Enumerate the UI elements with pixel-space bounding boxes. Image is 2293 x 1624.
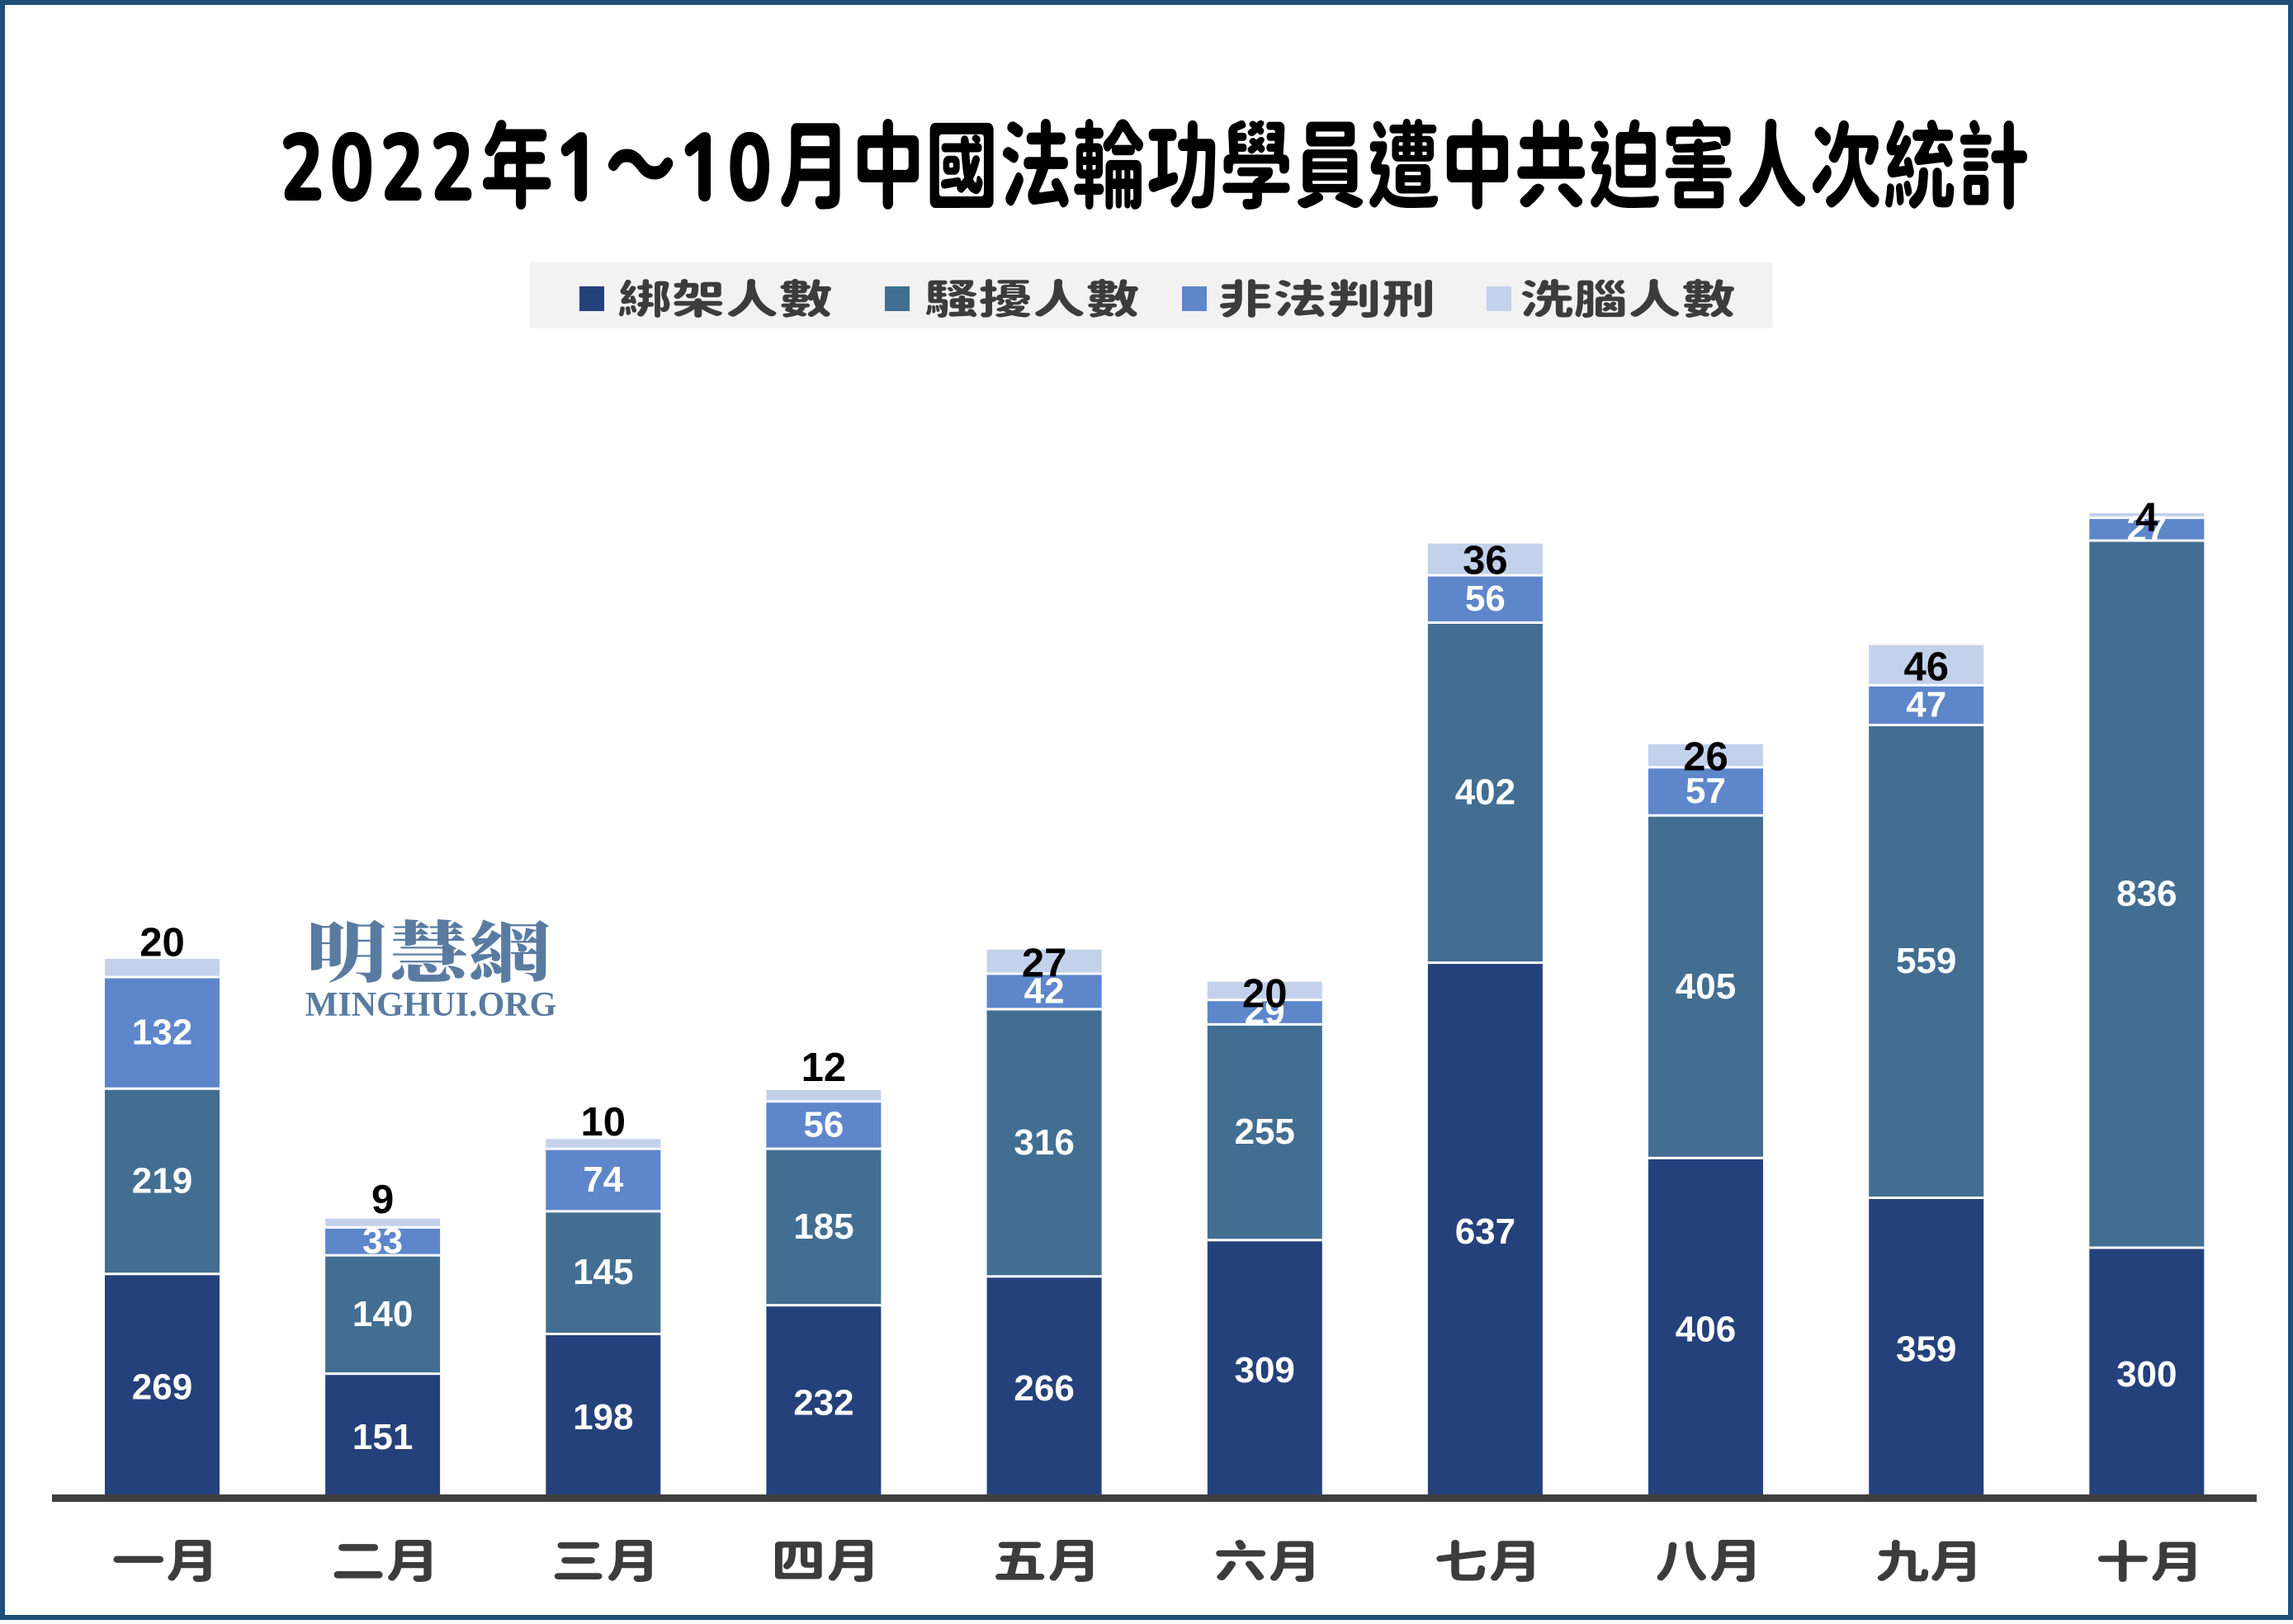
svg-text:406: 406 bbox=[1676, 1309, 1736, 1349]
svg-text:20: 20 bbox=[1242, 972, 1288, 1017]
svg-text:MINGHUI.ORG: MINGHUI.ORG bbox=[305, 986, 557, 1024]
svg-text:57: 57 bbox=[1685, 771, 1726, 811]
svg-text:9: 9 bbox=[371, 1178, 394, 1222]
svg-text:836: 836 bbox=[2116, 874, 2177, 914]
svg-text:33: 33 bbox=[362, 1220, 403, 1261]
svg-text:42: 42 bbox=[1024, 970, 1065, 1011]
svg-text:140: 140 bbox=[352, 1294, 413, 1334]
svg-text:198: 198 bbox=[573, 1397, 633, 1438]
svg-text:74: 74 bbox=[583, 1159, 623, 1200]
svg-text:402: 402 bbox=[1455, 772, 1515, 813]
svg-text:4: 4 bbox=[2135, 496, 2158, 541]
svg-text:26: 26 bbox=[1683, 735, 1728, 780]
svg-text:36: 36 bbox=[1463, 539, 1508, 583]
svg-text:29: 29 bbox=[1245, 992, 1285, 1032]
svg-text:132: 132 bbox=[132, 1013, 192, 1053]
svg-text:12: 12 bbox=[801, 1046, 847, 1090]
svg-text:145: 145 bbox=[573, 1252, 633, 1292]
svg-text:10: 10 bbox=[581, 1100, 626, 1145]
svg-text:219: 219 bbox=[132, 1161, 192, 1201]
svg-text:255: 255 bbox=[1234, 1112, 1294, 1152]
svg-text:359: 359 bbox=[1896, 1329, 1956, 1370]
svg-text:151: 151 bbox=[352, 1417, 413, 1457]
svg-text:269: 269 bbox=[132, 1367, 192, 1408]
svg-text:20: 20 bbox=[139, 921, 185, 965]
svg-text:56: 56 bbox=[803, 1104, 844, 1145]
svg-text:46: 46 bbox=[1903, 645, 1949, 690]
svg-text:309: 309 bbox=[1234, 1350, 1294, 1390]
svg-text:27: 27 bbox=[1022, 942, 1067, 986]
svg-text:300: 300 bbox=[2116, 1354, 2177, 1395]
svg-text:316: 316 bbox=[1014, 1122, 1074, 1163]
svg-text:47: 47 bbox=[1906, 685, 1946, 725]
svg-text:185: 185 bbox=[793, 1206, 853, 1247]
svg-text:405: 405 bbox=[1676, 966, 1736, 1007]
svg-text:232: 232 bbox=[793, 1383, 853, 1423]
svg-text:27: 27 bbox=[2126, 508, 2167, 549]
svg-text:637: 637 bbox=[1455, 1211, 1515, 1252]
svg-text:56: 56 bbox=[1465, 578, 1506, 619]
svg-text:266: 266 bbox=[1014, 1368, 1074, 1409]
svg-text:559: 559 bbox=[1896, 941, 1956, 981]
